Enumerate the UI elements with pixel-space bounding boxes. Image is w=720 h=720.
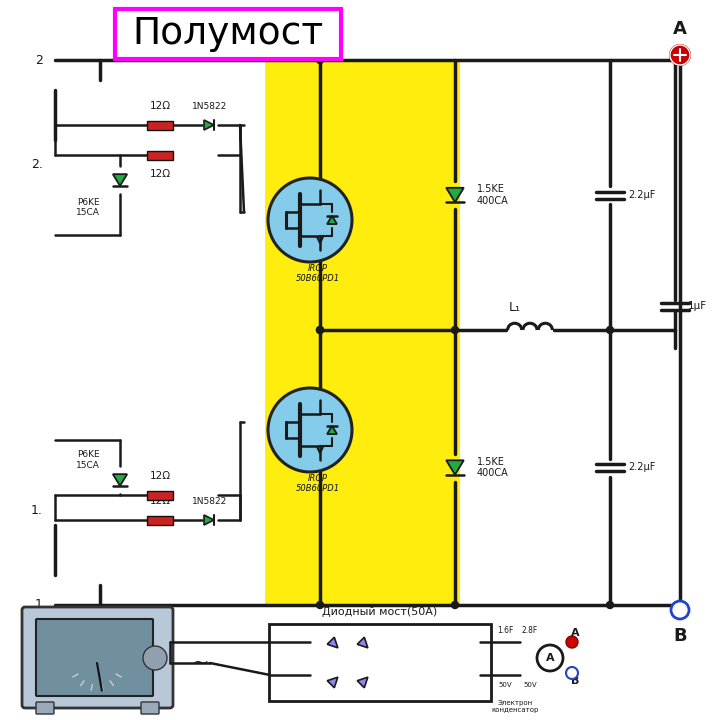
Text: 2.2μF: 2.2μF (628, 462, 655, 472)
Polygon shape (327, 426, 337, 434)
Bar (147, 490, 173, 500)
Text: Полумост: Полумост (132, 16, 323, 52)
Circle shape (317, 601, 323, 608)
Circle shape (143, 646, 167, 670)
Circle shape (451, 601, 459, 608)
Bar (147, 150, 173, 160)
Circle shape (537, 645, 563, 671)
Circle shape (606, 326, 613, 333)
FancyBboxPatch shape (265, 330, 380, 605)
Bar (147, 120, 173, 130)
Polygon shape (327, 678, 338, 688)
Text: 12Ω: 12Ω (150, 101, 171, 111)
Text: 12Ω: 12Ω (150, 496, 171, 506)
Circle shape (566, 667, 578, 679)
Text: 12Ω: 12Ω (150, 169, 171, 179)
Polygon shape (446, 460, 464, 474)
Polygon shape (327, 637, 338, 648)
Polygon shape (204, 515, 214, 525)
Polygon shape (204, 120, 214, 130)
Text: 50V: 50V (523, 682, 537, 688)
Circle shape (268, 178, 352, 262)
Text: P6KE
15CA: P6KE 15CA (76, 198, 100, 217)
Text: Электрон
конденсатор: Электрон конденсатор (491, 700, 539, 713)
Text: 1μF: 1μF (688, 301, 707, 311)
Text: 1.5KE
400CA: 1.5KE 400CA (477, 456, 509, 478)
Text: 1.6F: 1.6F (497, 626, 513, 635)
Circle shape (317, 326, 323, 333)
Circle shape (317, 326, 323, 333)
Polygon shape (113, 174, 127, 186)
Text: 2.2μF: 2.2μF (628, 190, 655, 200)
Text: 2.: 2. (31, 158, 43, 171)
Text: 2.8F: 2.8F (522, 626, 538, 635)
FancyBboxPatch shape (265, 60, 380, 330)
Circle shape (670, 45, 690, 65)
Circle shape (606, 601, 613, 608)
Text: Диодный мост(50А): Диодный мост(50А) (323, 607, 438, 617)
Text: A: A (546, 653, 554, 663)
FancyBboxPatch shape (22, 607, 173, 708)
Text: A: A (673, 20, 687, 38)
Circle shape (671, 601, 689, 619)
Polygon shape (113, 474, 127, 486)
Polygon shape (446, 188, 464, 202)
Circle shape (268, 388, 352, 472)
Circle shape (317, 56, 323, 63)
Text: ~: ~ (192, 653, 209, 673)
Text: B: B (673, 627, 687, 645)
Text: 12Ω: 12Ω (150, 471, 171, 481)
Text: L₁: L₁ (509, 301, 521, 314)
Text: A: A (571, 628, 580, 638)
Text: 50V: 50V (498, 682, 512, 688)
Text: IRGP
50B60PD1: IRGP 50B60PD1 (296, 264, 340, 284)
FancyBboxPatch shape (115, 9, 341, 59)
Bar (147, 516, 173, 524)
FancyBboxPatch shape (380, 60, 460, 605)
Text: B: B (571, 676, 579, 686)
Polygon shape (327, 216, 337, 224)
Text: 1N5822: 1N5822 (192, 497, 228, 506)
Text: P6KE
15CA: P6KE 15CA (76, 450, 100, 469)
Text: 1: 1 (35, 598, 43, 611)
FancyBboxPatch shape (36, 702, 54, 714)
Text: IRGP
50B60PD1: IRGP 50B60PD1 (296, 474, 340, 493)
Text: 1.: 1. (31, 503, 43, 516)
Polygon shape (357, 678, 368, 688)
Text: 1N5822: 1N5822 (192, 102, 228, 111)
Circle shape (451, 326, 459, 333)
Circle shape (566, 636, 578, 648)
FancyBboxPatch shape (141, 702, 159, 714)
FancyBboxPatch shape (36, 619, 153, 696)
FancyBboxPatch shape (269, 624, 491, 701)
Polygon shape (357, 637, 368, 648)
Text: 2: 2 (35, 53, 43, 66)
Text: 1.5KE
400CA: 1.5KE 400CA (477, 184, 509, 206)
